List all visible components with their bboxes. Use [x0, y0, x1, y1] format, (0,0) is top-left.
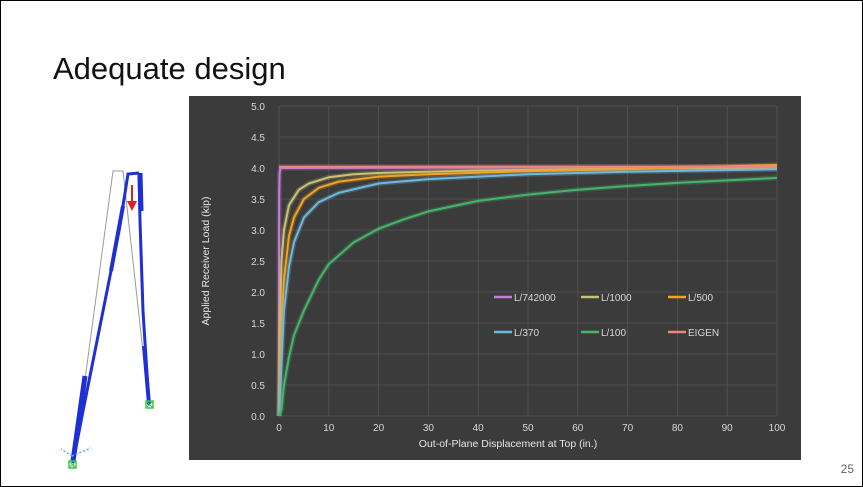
chart-panel: 0.0 0.5 1.0 1.5 2.0 2.5 3.0 3.5 4.0 4.5 5.0 0 10 20 30…: [189, 96, 801, 460]
y-tick-label: 2.5: [251, 257, 265, 268]
y-tick-label: 4.5: [251, 133, 265, 144]
series-line: [278, 167, 778, 417]
x-axis-title: Out-of-Plane Displacement at Top (in.): [419, 438, 597, 450]
x-tick-label: 60: [572, 423, 584, 434]
legend-label: L/1000: [601, 293, 632, 304]
series-line: [278, 176, 778, 417]
deformed-member-right-thick: [137, 172, 144, 212]
y-tick-label: 3.5: [251, 195, 265, 206]
load-displacement-chart: 0.0 0.5 1.0 1.5 2.0 2.5 3.0 3.5 4.0 4.5 5.0 0 10 20 30…: [200, 102, 786, 450]
legend-label: L/100: [601, 328, 626, 339]
x-tick-label: 40: [473, 423, 485, 434]
y-tick-label: 1.0: [251, 350, 265, 361]
slide-title: Adequate design: [53, 51, 286, 86]
y-tick-label: 5.0: [251, 102, 265, 113]
series-line: [278, 168, 778, 417]
x-tick-label: 70: [622, 423, 634, 434]
y-tick-label: 2.0: [251, 288, 265, 299]
undeformed-shape: [72, 170, 150, 470]
deformed-member-left-mid: [109, 205, 125, 272]
structure-diagram: [60, 170, 154, 470]
deformed-member-left-thick: [70, 375, 88, 462]
support-icon-left: [60, 447, 92, 469]
support-icon-right: [145, 400, 154, 409]
x-tick-label: 100: [769, 423, 786, 434]
series-line: [278, 163, 778, 417]
y-tick-label: 4.0: [251, 164, 265, 175]
legend-label: L/370: [514, 328, 539, 339]
y-tick-label: 0.0: [251, 412, 265, 423]
y-axis-title: Applied Receiver Load (kip): [200, 197, 212, 326]
page-number: 25: [840, 462, 854, 476]
x-tick-label: 50: [522, 423, 534, 434]
load-arrow-icon: [127, 201, 137, 211]
deformed-member-left: [71, 171, 140, 464]
legend-label: EIGEN: [688, 328, 719, 339]
legend-label: L/742000: [514, 293, 556, 304]
y-tick-label: 3.0: [251, 226, 265, 237]
x-tick-label: 20: [373, 423, 385, 434]
deformed-member-right-lower: [142, 345, 151, 405]
y-tick-label: 0.5: [251, 381, 265, 392]
y-tick-label: 1.5: [251, 319, 265, 330]
x-tick-label: 0: [276, 423, 282, 434]
x-tick-label: 10: [323, 423, 335, 434]
x-tick-label: 80: [672, 423, 684, 434]
x-tick-label: 30: [423, 423, 435, 434]
legend-label: L/500: [688, 293, 713, 304]
x-tick-label: 90: [722, 423, 734, 434]
